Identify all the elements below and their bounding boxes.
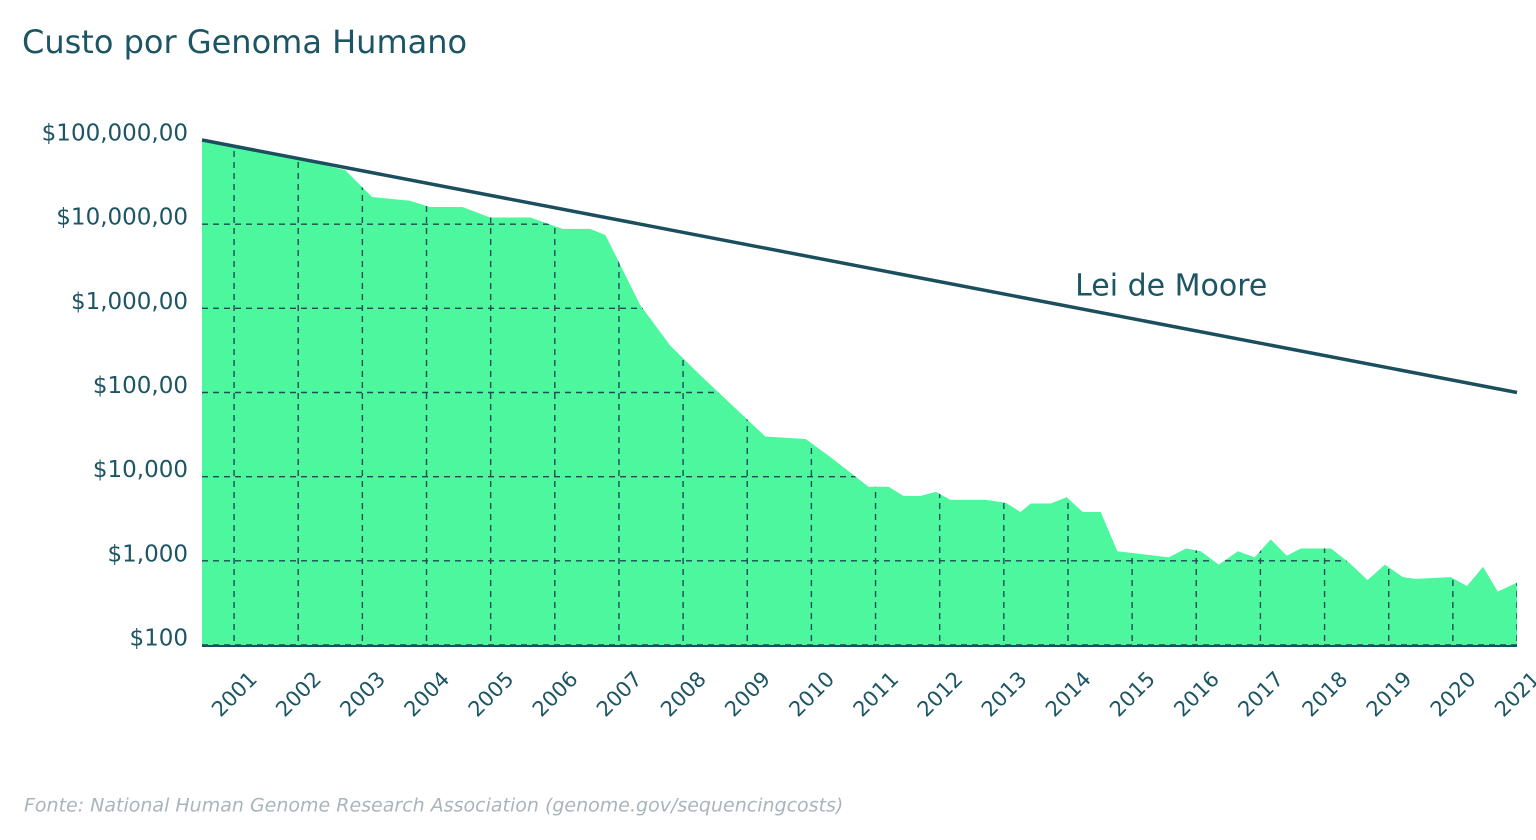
x-tick-label: 2007 bbox=[592, 667, 647, 722]
x-tick-label: 2001 bbox=[207, 667, 262, 722]
source-note: Fonte: National Human Genome Research As… bbox=[24, 795, 843, 817]
x-tick-label: 2012 bbox=[913, 667, 968, 722]
x-tick-label: 2003 bbox=[335, 667, 390, 722]
y-tick-label: $100,000,00 bbox=[42, 121, 188, 147]
moore-line bbox=[201, 138, 1518, 395]
y-tick-label: $1,000,00 bbox=[71, 289, 188, 315]
x-tick-label: 2006 bbox=[528, 667, 583, 722]
cost-area bbox=[202, 141, 1517, 645]
y-tick-label: $10,000,00 bbox=[56, 205, 188, 231]
x-tick-label: 2004 bbox=[400, 667, 455, 722]
x-tick-label: 2020 bbox=[1426, 667, 1481, 722]
x-tick-label: 2018 bbox=[1298, 667, 1353, 722]
x-tick-label: 2008 bbox=[656, 667, 711, 722]
x-tick-label: 2010 bbox=[784, 667, 839, 722]
y-tick-label: $1,000 bbox=[108, 541, 188, 567]
x-tick-label: 2011 bbox=[849, 667, 904, 722]
x-tick-label: 2014 bbox=[1041, 667, 1096, 722]
y-tick-label: $100,00 bbox=[93, 373, 188, 399]
x-tick-label: 2017 bbox=[1233, 667, 1288, 722]
y-tick-label: $10,000 bbox=[93, 457, 188, 483]
chart-title: Custo por Genoma Humano bbox=[22, 23, 467, 61]
x-tick-label: 2016 bbox=[1169, 667, 1224, 722]
x-tick-label: 2005 bbox=[464, 667, 519, 722]
x-tick-label: 2002 bbox=[271, 667, 326, 722]
x-tick-label: 2013 bbox=[977, 667, 1032, 722]
x-tick-label: 2021 bbox=[1490, 667, 1536, 722]
line-annotation: Lei de Moore bbox=[1075, 268, 1267, 303]
x-tick-label: 2009 bbox=[720, 667, 775, 722]
x-tick-label: 2019 bbox=[1362, 667, 1417, 722]
y-tick-label: $100 bbox=[129, 626, 188, 652]
x-tick-label: 2015 bbox=[1105, 667, 1160, 722]
